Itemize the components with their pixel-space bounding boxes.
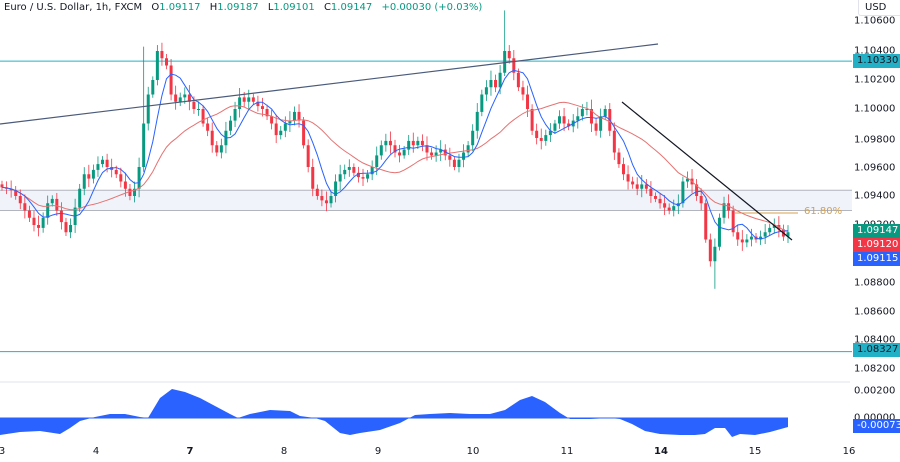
- fib-61.8-label: 61.80%: [804, 206, 843, 217]
- price-tick: 1.10200: [854, 74, 896, 86]
- date-tick: 11: [560, 446, 574, 457]
- candles: [0, 10, 790, 289]
- price-tag: 1.09120: [853, 238, 900, 252]
- date-tick: 14: [654, 446, 668, 457]
- rising-trendline: [0, 43, 659, 125]
- price-tick: 1.10000: [854, 103, 896, 115]
- indicator-tick: 0.00000: [854, 412, 896, 424]
- open-value: 1.09117: [159, 2, 201, 13]
- price-tick: 1.08200: [854, 363, 896, 375]
- date-tick: 9: [374, 446, 382, 457]
- price-tick: 1.08400: [854, 334, 896, 346]
- currency-label[interactable]: USD: [858, 0, 900, 16]
- chart-header: Euro / U.S. Dollar, 1h, FXCM O1.09117 H1…: [4, 2, 483, 13]
- falling-trendline: [621, 101, 793, 241]
- high-value: 1.09187: [217, 2, 259, 13]
- indicator-tick: 0.00200: [854, 385, 896, 397]
- change-value: +0.00030 (+0.03%): [381, 2, 483, 13]
- price-tick: 1.08600: [854, 306, 896, 318]
- symbol-title: Euro / U.S. Dollar, 1h, FXCM: [4, 2, 143, 13]
- price-tick: 1.10400: [854, 45, 896, 57]
- date-tick: 8: [280, 446, 288, 457]
- price-tick: 1.09800: [854, 134, 896, 146]
- date-tick: 7: [186, 446, 194, 457]
- low-value: 1.09101: [273, 2, 315, 13]
- price-tag: 1.09115: [853, 252, 900, 266]
- consolidation-zone: [0, 189, 852, 211]
- moving-averages: [1, 69, 789, 240]
- horizontal-levels: [0, 60, 852, 353]
- trendlines[interactable]: [0, 43, 793, 241]
- date-tick: 16: [842, 446, 856, 457]
- oscillator-pane: [0, 389, 788, 437]
- fast-ma-line: [1, 69, 789, 240]
- slow-ma-line: [1, 101, 789, 233]
- oscillator-value-tag: -0.00073: [853, 419, 900, 433]
- close-value: 1.09147: [330, 2, 373, 13]
- price-tag: 1.10330: [853, 54, 900, 68]
- price-tag: 1.09147: [853, 224, 900, 238]
- oscillator-area: [0, 389, 788, 437]
- price-tag: 1.08327: [853, 343, 900, 357]
- date-tick: 4: [92, 446, 100, 457]
- price-tick: 1.10600: [854, 15, 896, 27]
- price-tick: 1.08800: [854, 277, 896, 289]
- date-tick: 10: [466, 446, 480, 457]
- date-tick: 15: [748, 446, 762, 457]
- price-tick: 1.09600: [854, 162, 896, 174]
- date-tick: 3: [0, 446, 6, 457]
- price-tick: 1.09400: [854, 190, 896, 202]
